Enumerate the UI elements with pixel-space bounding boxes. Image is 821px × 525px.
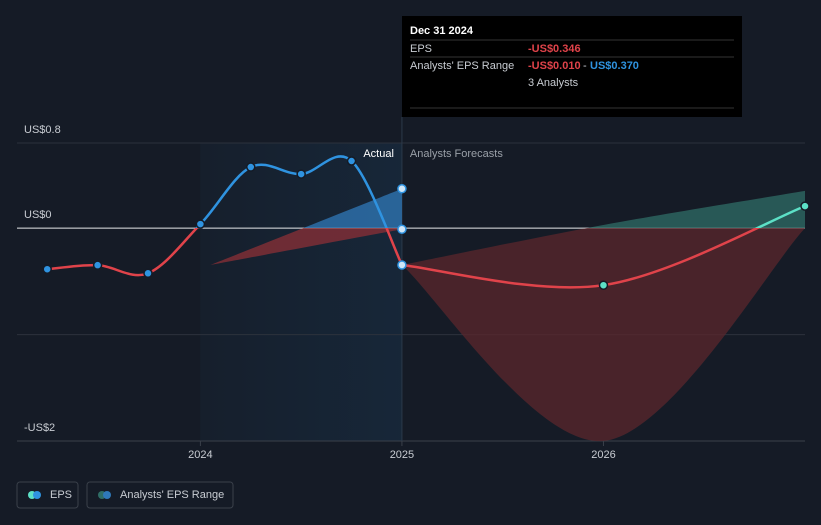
eps-point	[397, 260, 407, 270]
section-label: Analysts Forecasts	[410, 148, 503, 160]
tooltip-analysts: 3 Analysts	[528, 77, 579, 89]
eps-point	[92, 260, 103, 270]
eps-point	[800, 201, 810, 211]
y-tick-label: -US$2	[24, 422, 55, 434]
y-tick-label: US$0	[24, 209, 52, 221]
range-area	[210, 188, 402, 265]
x-tick-label: 2024	[188, 449, 212, 461]
tooltip-value: -US$0.010	[528, 60, 581, 72]
legend-item[interactable]	[16, 481, 79, 509]
tooltip-box	[402, 16, 742, 117]
eps-point	[598, 280, 609, 290]
eps-point	[296, 169, 306, 179]
tooltip-date: Dec 31 2024	[410, 25, 474, 37]
x-tick-label: 2025	[390, 449, 414, 461]
range-point	[397, 224, 407, 234]
tooltip-label: Analysts' EPS Range	[410, 60, 514, 72]
eps-point	[346, 156, 357, 166]
actual-region	[200, 143, 402, 441]
section-label: Actual	[363, 148, 394, 160]
tooltip-value: -US$0.346	[528, 43, 581, 55]
legend-icon	[33, 491, 41, 499]
eps-point	[246, 162, 256, 172]
legend-label: Analysts' EPS Range	[120, 489, 224, 501]
range-point	[397, 184, 407, 194]
legend-label: EPS	[50, 489, 72, 501]
x-tick-label: 2026	[591, 449, 615, 461]
legend-icon	[103, 491, 111, 499]
eps-point	[195, 219, 206, 229]
y-tick-label: US$0.8	[24, 124, 61, 136]
tooltip-sep: -	[583, 60, 587, 72]
eps-point	[143, 268, 153, 279]
eps-point	[42, 264, 52, 274]
legend-item[interactable]	[86, 481, 234, 509]
tooltip-label: EPS	[410, 43, 432, 55]
tooltip-value: US$0.370	[590, 60, 639, 72]
